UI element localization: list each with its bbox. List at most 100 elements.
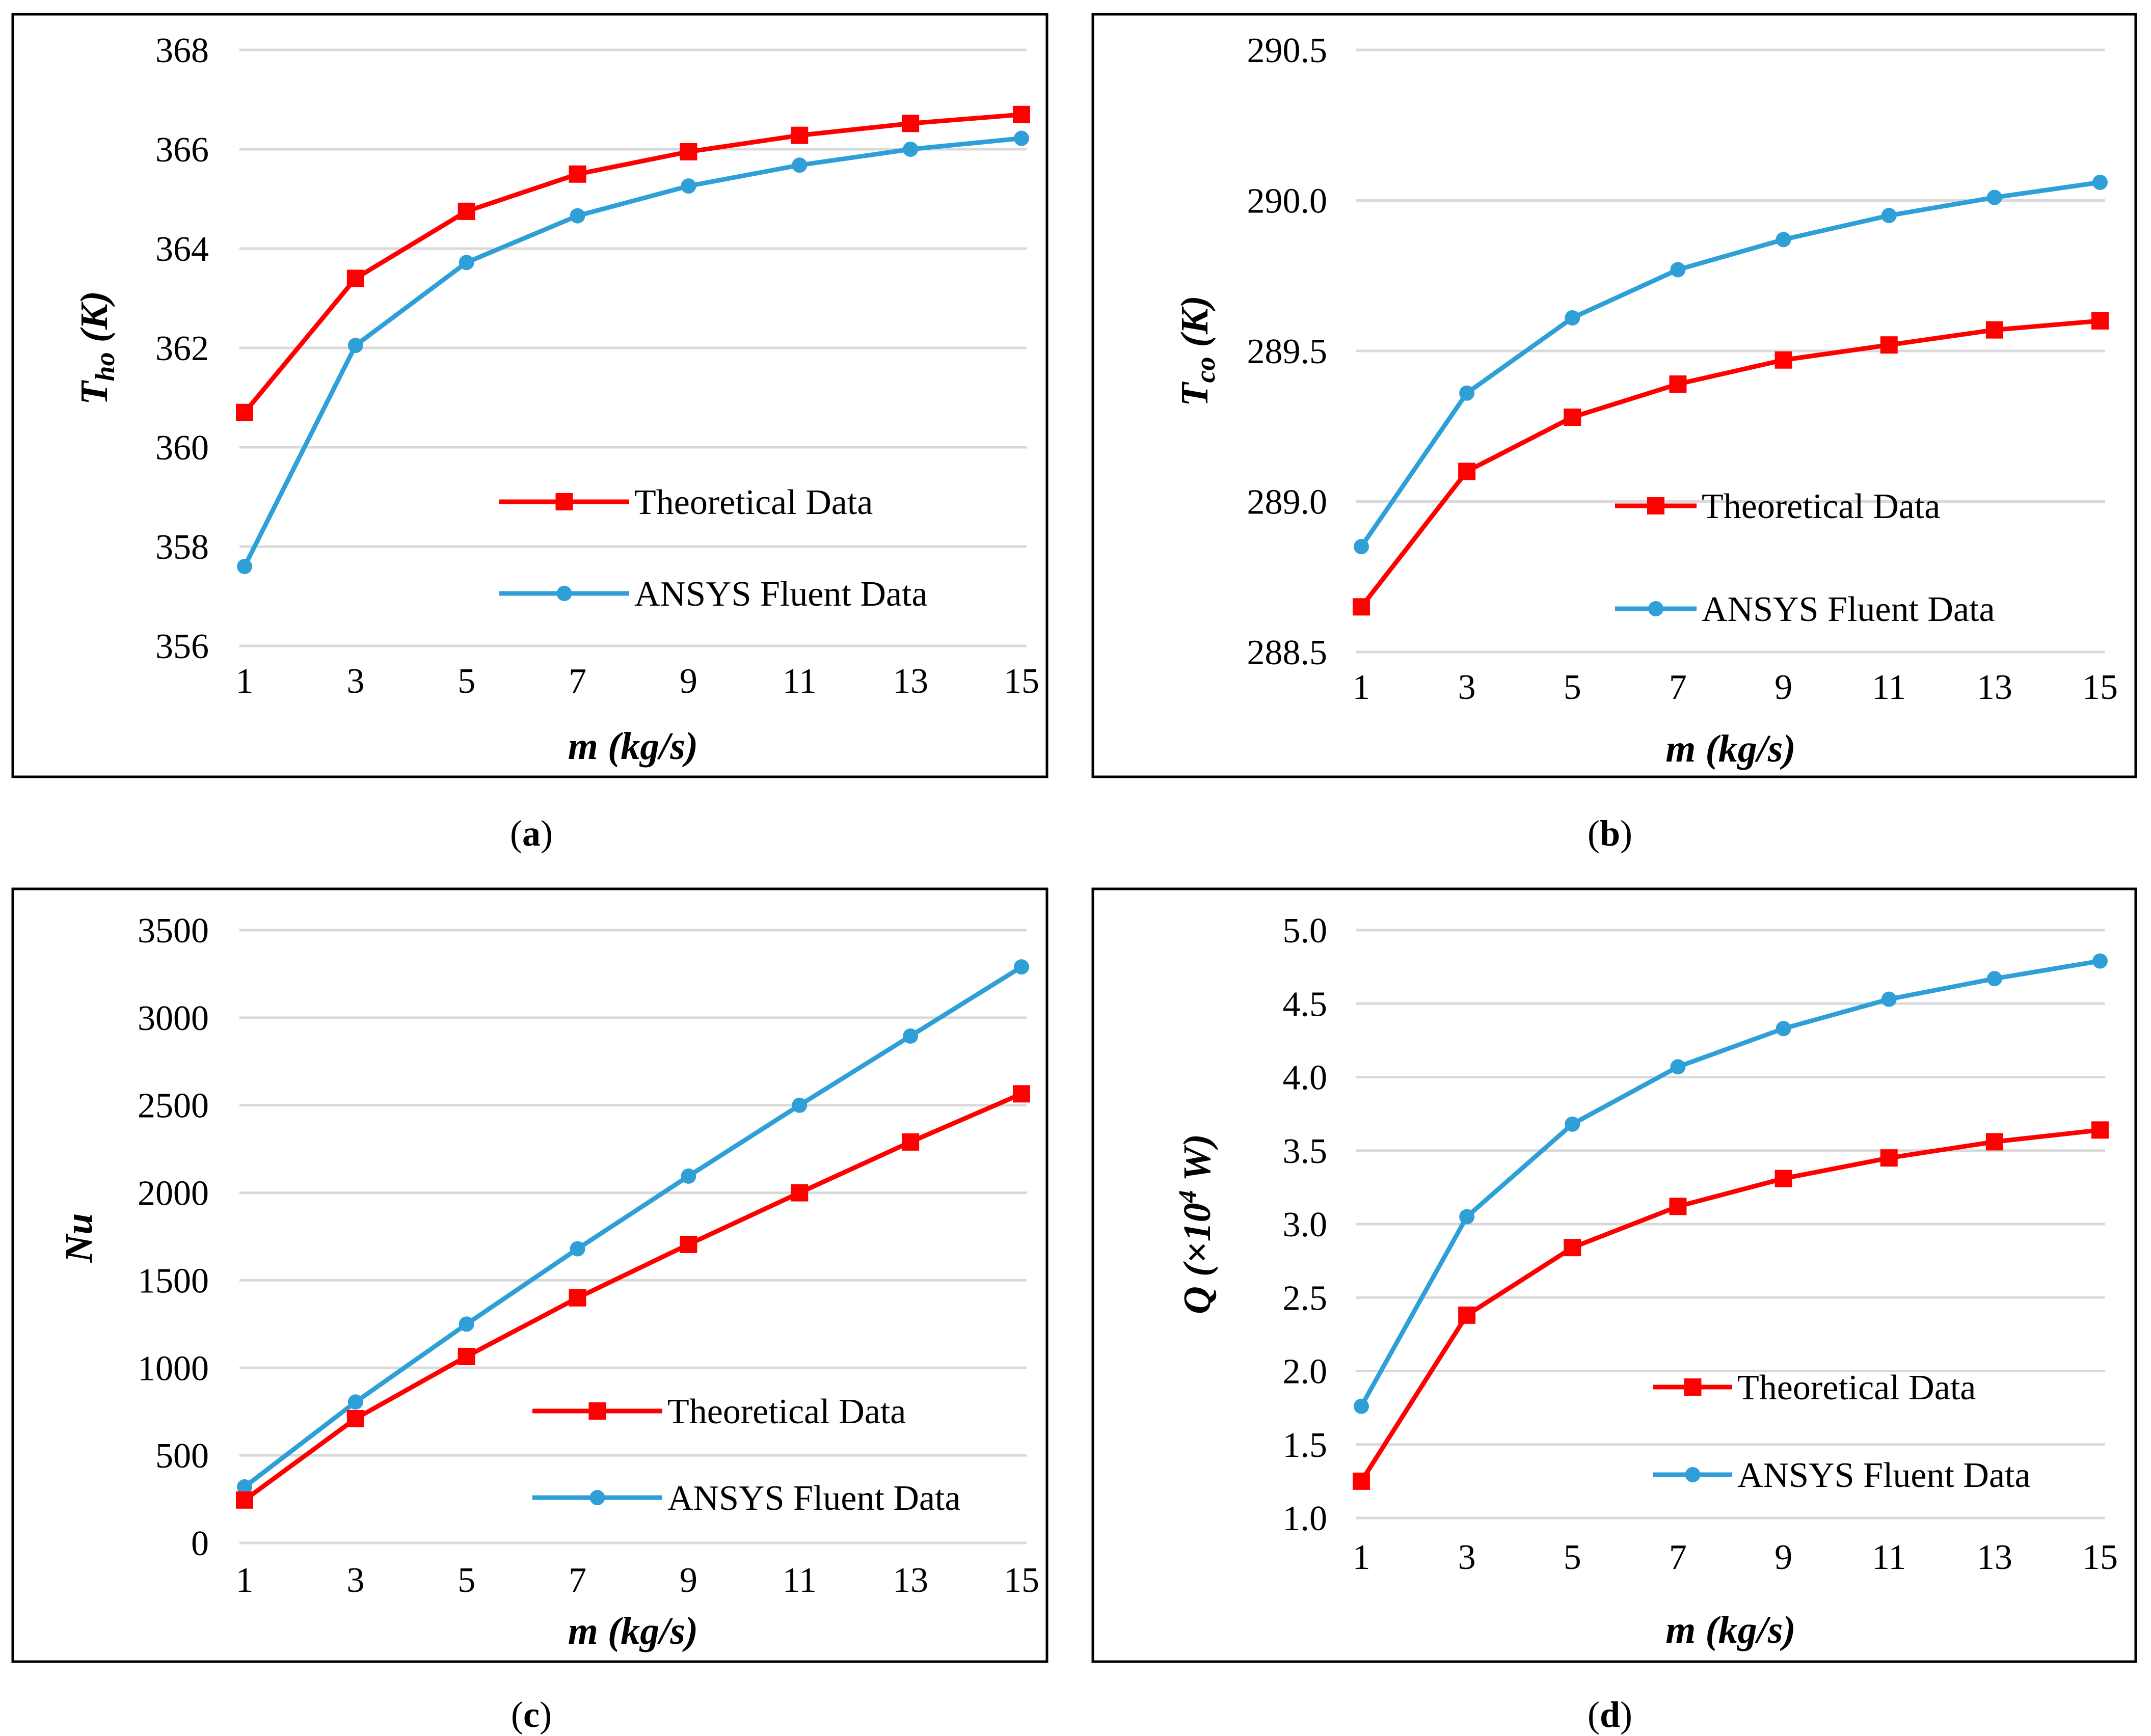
series-line-theoretical xyxy=(1359,318,2103,609)
legend-marker-theoretical xyxy=(555,493,573,510)
data-point-ansys xyxy=(1986,189,2002,205)
y-axis-title: Tco (K) xyxy=(1173,295,1221,406)
data-point-ansys xyxy=(1565,1116,1580,1132)
y-tick-label: 3500 xyxy=(138,911,209,951)
data-point-ansys xyxy=(1354,1398,1369,1414)
data-point-theoretical xyxy=(1985,321,2003,339)
series-line-theoretical xyxy=(242,1091,1024,1503)
legend-marker-theoretical xyxy=(1684,1378,1702,1396)
data-point-ansys xyxy=(237,1479,252,1495)
x-tick-label: 13 xyxy=(1977,668,2012,707)
data-point-ansys xyxy=(1776,232,1791,248)
data-point-theoretical xyxy=(569,165,586,183)
data-point-theoretical xyxy=(1353,598,1370,616)
legend-label-theoretical: Theoretical Data xyxy=(634,483,873,522)
x-tick-label: 11 xyxy=(783,1561,817,1600)
data-point-ansys xyxy=(1881,991,1897,1007)
legend: Theoretical Data ANSYS Fluent Data xyxy=(1653,1368,2031,1495)
data-point-theoretical xyxy=(1985,1133,2003,1151)
data-point-theoretical xyxy=(1669,1198,1687,1215)
y-axis-title-subscript: co xyxy=(1190,357,1221,383)
data-point-theoretical xyxy=(902,115,920,132)
panel-d: 1.01.52.02.53.03.54.04.55.01 3 5 7 9 11 13 15m … xyxy=(1091,887,2137,1735)
y-axis-title-main: T xyxy=(1173,382,1216,406)
data-point-ansys xyxy=(459,1316,474,1332)
data-point-ansys xyxy=(1014,130,1029,146)
x-tick-label: 3 xyxy=(1458,668,1476,707)
data-point-theoretical xyxy=(1458,463,1476,480)
y-axis-title-subscript: ho xyxy=(90,352,120,381)
data-point-theoretical xyxy=(2091,1121,2109,1139)
y-tick-label: 288.5 xyxy=(1247,633,1328,672)
x-tick-label: 3 xyxy=(346,662,364,701)
legend-marker-ansys xyxy=(589,1490,605,1505)
data-point-ansys xyxy=(1354,539,1369,555)
data-point-ansys xyxy=(1459,385,1475,401)
data-point-ansys xyxy=(792,157,808,173)
legend-label-ansys: ANSYS Fluent Data xyxy=(667,1479,961,1518)
data-point-ansys xyxy=(459,255,474,270)
data-point-theoretical xyxy=(1669,375,1687,393)
data-point-theoretical xyxy=(680,1235,697,1253)
data-point-theoretical xyxy=(346,1409,364,1427)
legend: Theoretical Data ANSYS Fluent Data xyxy=(532,1392,961,1518)
x-tick-label: 9 xyxy=(1774,668,1792,707)
data-point-theoretical xyxy=(1774,351,1792,369)
x-tick-label: 11 xyxy=(1872,1538,1906,1577)
x-axis-title: m (kg/s) xyxy=(1665,727,1795,770)
series-line-theoretical xyxy=(242,112,1024,415)
x-axis-title: m (kg/s) xyxy=(1665,1609,1795,1651)
x-tick-label: 9 xyxy=(1774,1538,1792,1577)
y-tick-label: 4.0 xyxy=(1283,1059,1328,1098)
y-tick-label: 2000 xyxy=(138,1174,209,1213)
x-tick-label: 5 xyxy=(458,1561,475,1600)
data-point-theoretical xyxy=(1564,1239,1581,1257)
data-point-theoretical xyxy=(791,126,809,144)
data-point-ansys xyxy=(570,208,585,224)
x-tick-label: 1 xyxy=(1353,668,1370,707)
data-point-ansys xyxy=(347,338,363,354)
x-tick-label: 7 xyxy=(1669,668,1687,707)
x-tick-label: 9 xyxy=(680,662,697,701)
y-tick-label: 2500 xyxy=(138,1087,209,1126)
y-axis-title-unit: W) xyxy=(1176,1134,1219,1190)
y-tick-label: 358 xyxy=(155,528,209,567)
y-tick-label: 362 xyxy=(155,329,209,368)
legend-marker-ansys xyxy=(1648,601,1663,616)
data-point-ansys xyxy=(1776,1021,1791,1037)
y-tick-label: 290.5 xyxy=(1247,31,1328,70)
legend-label-theoretical: Theoretical Data xyxy=(667,1392,906,1431)
x-tick-label: 11 xyxy=(783,662,817,701)
y-tick-label: 289.5 xyxy=(1247,332,1328,371)
data-point-ansys xyxy=(1014,959,1029,975)
y-tick-label: 1500 xyxy=(138,1261,209,1300)
data-point-theoretical xyxy=(236,403,253,421)
data-point-theoretical xyxy=(458,202,475,220)
x-tick-label: 13 xyxy=(893,1561,928,1600)
y-axis-title-main: Nu xyxy=(58,1213,100,1263)
legend-marker-ansys xyxy=(1685,1467,1701,1482)
y-tick-label: 3.5 xyxy=(1283,1132,1328,1171)
y-axis-title-main: Q (×10 xyxy=(1176,1203,1219,1315)
legend-marker-theoretical xyxy=(588,1402,606,1420)
y-tick-label: 4.5 xyxy=(1283,985,1328,1024)
data-point-theoretical xyxy=(1880,1149,1898,1167)
x-tick-label: 7 xyxy=(569,1561,586,1600)
y-tick-label: 3.0 xyxy=(1283,1205,1328,1244)
x-tick-label: 7 xyxy=(569,662,586,701)
y-axis-title: Q (×104 W) xyxy=(1173,1134,1219,1314)
data-point-theoretical xyxy=(458,1347,475,1365)
panel-caption: (b) xyxy=(1588,813,1632,854)
data-point-theoretical xyxy=(1774,1170,1792,1187)
legend-marker-theoretical xyxy=(1647,497,1664,514)
y-axis-title-unit: (K) xyxy=(73,291,116,352)
data-point-theoretical xyxy=(1564,409,1581,426)
x-tick-label: 1 xyxy=(236,1561,254,1600)
y-axis-title: Nu xyxy=(58,1213,100,1263)
panel-frame xyxy=(11,13,1048,778)
legend: Theoretical Data ANSYS Fluent Data xyxy=(1615,487,1995,629)
